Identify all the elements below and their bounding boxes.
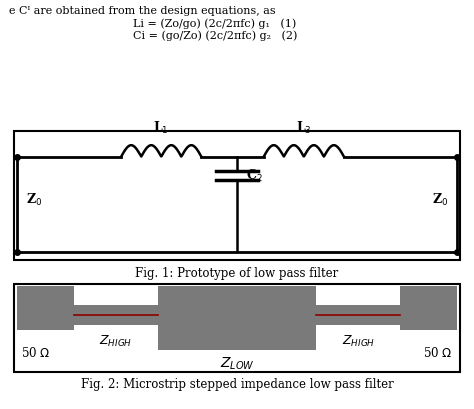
Text: 50 $\Omega$: 50 $\Omega$ [423, 346, 453, 360]
Bar [14, 131, 460, 260]
Bar [74, 306, 158, 325]
Text: $Z_{HIGH}$: $Z_{HIGH}$ [99, 334, 132, 349]
Text: Fig. 2: Microstrip stepped impedance low pass filter: Fig. 2: Microstrip stepped impedance low… [81, 378, 393, 391]
Text: Li = (Zo/go) (2c/2πfc) g₁   (1): Li = (Zo/go) (2c/2πfc) g₁ (1) [133, 18, 296, 29]
Text: L$_3$: L$_3$ [296, 120, 312, 136]
Bar [17, 286, 74, 330]
Text: L$_1$: L$_1$ [154, 120, 169, 136]
Text: Ci = (go/Zo) (2c/2πfc) g₂   (2): Ci = (go/Zo) (2c/2πfc) g₂ (2) [133, 31, 297, 41]
Text: Z$_0$: Z$_0$ [432, 192, 448, 208]
Bar [158, 286, 316, 350]
Text: $Z_{HIGH}$: $Z_{HIGH}$ [342, 334, 375, 349]
Text: $Z_{LOW}$: $Z_{LOW}$ [219, 355, 255, 372]
Bar [316, 306, 400, 325]
Text: Z$_0$: Z$_0$ [26, 192, 42, 208]
Bar [14, 284, 460, 372]
Bar [400, 286, 457, 330]
Text: Fig. 1: Prototype of low pass filter: Fig. 1: Prototype of low pass filter [136, 267, 338, 280]
Text: 50 $\Omega$: 50 $\Omega$ [21, 346, 51, 360]
Text: C$_2$: C$_2$ [246, 167, 263, 184]
Text: e Cᴵ are obtained from the design equations, as: e Cᴵ are obtained from the design equati… [9, 6, 276, 16]
